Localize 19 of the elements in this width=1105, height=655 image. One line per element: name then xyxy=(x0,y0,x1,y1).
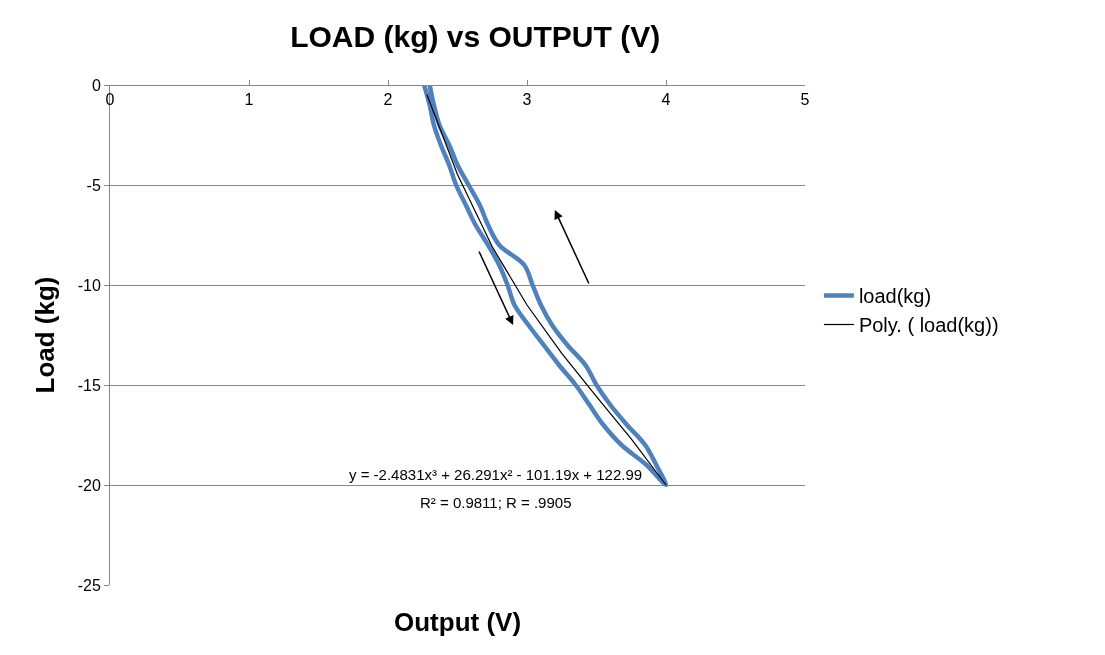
y-axis-title: Load (kg) xyxy=(30,276,61,394)
x-tick-label: 0 xyxy=(105,91,115,109)
x-tick-label: 4 xyxy=(661,91,671,109)
x-tick-label: 5 xyxy=(800,91,810,109)
y-tick-label: -15 xyxy=(77,376,101,394)
y-tick-label: -5 xyxy=(86,176,101,194)
chart-title: LOAD (kg) vs OUTPUT (V) xyxy=(290,20,661,54)
x-axis-title: Output (V) xyxy=(394,607,522,637)
annotation: y = -2.4831x³ + 26.291x² - 101.19x + 122.99 xyxy=(349,466,643,483)
x-tick-label: 2 xyxy=(383,91,393,109)
legend-label: Poly. ( load(kg)) xyxy=(858,314,999,337)
x-tick-label: 1 xyxy=(244,91,254,109)
annotation: R² = 0.9811; R = .9905 xyxy=(420,494,572,511)
y-tick-label: -20 xyxy=(77,476,101,494)
x-tick-label: 3 xyxy=(522,91,532,109)
y-tick-label: -10 xyxy=(77,276,101,294)
legend-label: load(kg) xyxy=(858,285,932,308)
y-tick-label: -25 xyxy=(77,576,101,594)
y-tick-label: 0 xyxy=(91,76,101,94)
